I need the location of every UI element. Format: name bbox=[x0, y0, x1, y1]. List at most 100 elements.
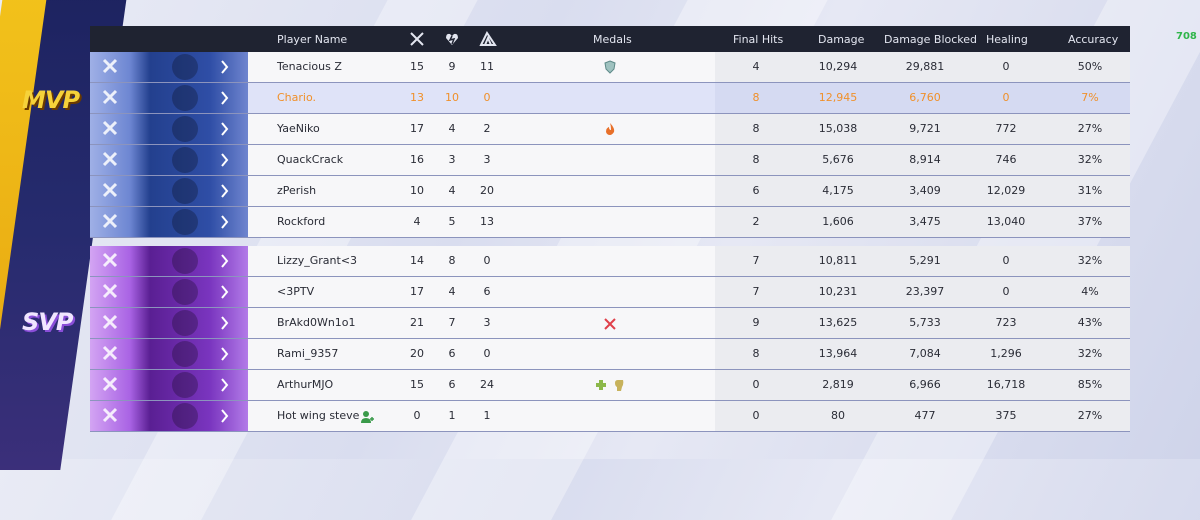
stat-cell: 4 bbox=[448, 285, 456, 298]
stat-cell: 746 bbox=[995, 153, 1017, 166]
stat-cell: 85% bbox=[1077, 378, 1103, 391]
stat-cell: 12,945 bbox=[818, 91, 858, 104]
stat-cell: 2,819 bbox=[822, 378, 854, 391]
stat-cell: 0 bbox=[1002, 91, 1010, 104]
medal-fire bbox=[606, 123, 615, 135]
stats-panel bbox=[715, 52, 1130, 82]
header: Accuracy bbox=[1068, 33, 1119, 46]
stat-cell: 8 bbox=[752, 153, 760, 166]
stat-cell: 32% bbox=[1077, 254, 1103, 267]
header: Damage bbox=[818, 33, 865, 46]
stat-cell: 5,733 bbox=[909, 316, 941, 329]
stats-panel bbox=[715, 277, 1130, 307]
stat-cell: 6,966 bbox=[909, 378, 941, 391]
stat-cell: 15 bbox=[410, 378, 424, 391]
stat-cell: 37% bbox=[1077, 215, 1103, 228]
stat-cell: 7% bbox=[1081, 91, 1099, 104]
stat-cell: 13,964 bbox=[818, 347, 858, 360]
stat-cell: 4 bbox=[413, 215, 421, 228]
portrait-art bbox=[102, 85, 229, 111]
header: Player Name bbox=[277, 33, 348, 46]
portrait-art bbox=[102, 248, 229, 274]
stat-cell: 13 bbox=[480, 215, 494, 228]
player-name: Tenacious Z bbox=[277, 60, 342, 73]
player-name: YaeNiko bbox=[277, 122, 320, 135]
hero-portrait bbox=[90, 114, 248, 144]
stat-cell: 50% bbox=[1077, 60, 1103, 73]
hero-portrait bbox=[90, 145, 248, 175]
stat-cell: 15 bbox=[410, 60, 424, 73]
stat-cell: 7 bbox=[448, 316, 456, 329]
mvp-badge: MVP bbox=[22, 86, 80, 114]
stat-cell: 16 bbox=[410, 153, 424, 166]
player-name: ArthurMJO bbox=[277, 378, 334, 391]
hero-portrait bbox=[90, 401, 248, 431]
stat-cell: 1,606 bbox=[822, 215, 854, 228]
stat-cell: 1 bbox=[448, 409, 456, 422]
stat-cell: 0 bbox=[1002, 285, 1010, 298]
player-row: Lizzy_Grant<3 14 8 0 7 10,811 5,291 0 32% bbox=[90, 246, 1130, 277]
hero-portrait bbox=[90, 308, 248, 338]
scoreboard-screen: {"badges": ["MVP", "SVP"], "corner_text"… bbox=[0, 0, 1200, 470]
portrait-art bbox=[102, 403, 229, 429]
stat-cell: 11 bbox=[480, 60, 494, 73]
stat-cell: 6 bbox=[752, 184, 760, 197]
player-name: QuackCrack bbox=[277, 153, 344, 166]
medal-heal bbox=[596, 380, 606, 390]
stat-cell: 5 bbox=[448, 215, 456, 228]
stat-cell: 3 bbox=[448, 153, 456, 166]
stat-cell: 27% bbox=[1077, 122, 1103, 135]
hero-portrait bbox=[90, 246, 248, 276]
player-row: Rockford 4 5 13 2 1,606 3,475 13,040 37% bbox=[90, 207, 1130, 238]
stat-cell: 9 bbox=[448, 60, 456, 73]
stat-cell: 13 bbox=[410, 91, 424, 104]
stat-cell: 20 bbox=[410, 347, 424, 360]
stat-cell: 24 bbox=[480, 378, 494, 391]
stat-cell: 43% bbox=[1077, 316, 1103, 329]
kills-icon bbox=[410, 32, 424, 46]
medal-shield bbox=[604, 60, 616, 74]
stat-cell: 2 bbox=[752, 215, 760, 228]
stat-cell: 31% bbox=[1077, 184, 1103, 197]
player-row: ArthurMJO 15 6 24 0 2,819 6,966 16,718 85% bbox=[90, 370, 1130, 401]
header: Final Hits bbox=[733, 33, 784, 46]
portrait-art bbox=[102, 341, 229, 367]
player-row: Rami_9357 20 6 0 8 13,964 7,084 1,296 32% bbox=[90, 339, 1130, 370]
stat-cell: 3 bbox=[483, 316, 491, 329]
stat-cell: 0 bbox=[483, 254, 491, 267]
hero-portrait bbox=[90, 207, 248, 237]
hero-portrait bbox=[90, 83, 248, 113]
stat-cell: 9,721 bbox=[909, 122, 941, 135]
stat-cell: 0 bbox=[413, 409, 421, 422]
stat-cell: 1 bbox=[483, 409, 491, 422]
stats-panel bbox=[715, 145, 1130, 175]
stat-cell: 15,038 bbox=[818, 122, 858, 135]
stat-cell: 0 bbox=[483, 91, 491, 104]
stat-cell: 4 bbox=[752, 60, 760, 73]
stat-cell: 8 bbox=[752, 347, 760, 360]
player-row: zPerish 10 4 20 6 4,175 3,409 12,029 31% bbox=[90, 176, 1130, 207]
stat-cell: 1,296 bbox=[990, 347, 1022, 360]
stat-cell: 17 bbox=[410, 285, 424, 298]
stat-cell: 0 bbox=[483, 347, 491, 360]
portrait-art bbox=[102, 147, 229, 173]
medal-swords bbox=[604, 318, 616, 330]
stats-panel bbox=[715, 83, 1130, 113]
portrait-art bbox=[102, 279, 229, 305]
stat-cell: 10 bbox=[445, 91, 459, 104]
hero-portrait bbox=[90, 277, 248, 307]
player-name: Lizzy_Grant<3 bbox=[277, 254, 358, 267]
stat-cell: 32% bbox=[1077, 347, 1103, 360]
portrait-art bbox=[102, 310, 229, 336]
stat-cell: 12,029 bbox=[986, 184, 1026, 197]
stat-cell: 29,881 bbox=[905, 60, 945, 73]
stat-cell: 6 bbox=[483, 285, 491, 298]
stat-cell: 16,718 bbox=[986, 378, 1026, 391]
portrait-art bbox=[102, 178, 229, 204]
stat-cell: 9 bbox=[752, 316, 760, 329]
player-name: Rockford bbox=[277, 215, 326, 228]
stat-cell: 3,409 bbox=[909, 184, 941, 197]
player-name: Rami_9357 bbox=[277, 347, 339, 360]
stat-cell: 7,084 bbox=[909, 347, 941, 360]
corner-text: 708 bbox=[1176, 31, 1197, 42]
